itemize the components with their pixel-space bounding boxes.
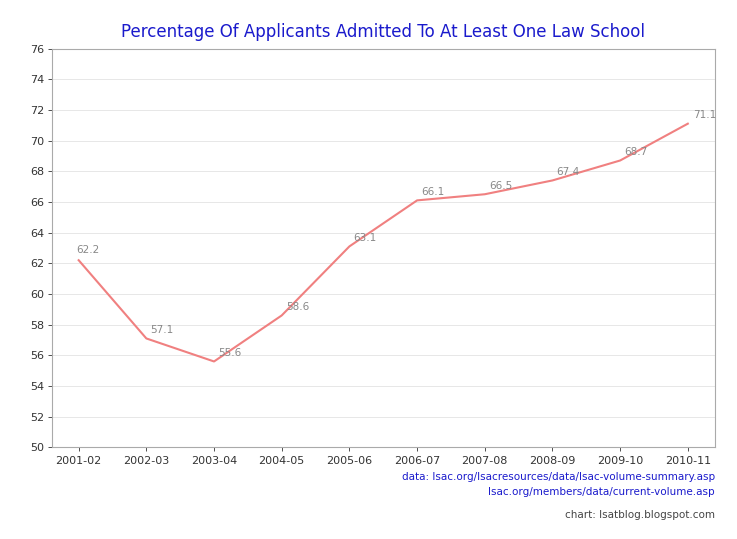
Text: data: lsac.org/lsacresources/data/lsac-volume-summary.asp: data: lsac.org/lsacresources/data/lsac-v… bbox=[402, 472, 715, 482]
Text: 57.1: 57.1 bbox=[150, 325, 174, 335]
Text: 63.1: 63.1 bbox=[354, 233, 377, 243]
Text: 66.1: 66.1 bbox=[422, 187, 444, 197]
Text: 62.2: 62.2 bbox=[76, 245, 99, 255]
Text: 58.6: 58.6 bbox=[286, 302, 309, 312]
Text: 66.5: 66.5 bbox=[489, 181, 512, 191]
Text: 68.7: 68.7 bbox=[624, 147, 648, 157]
Text: chart: lsatblog.blogspot.com: chart: lsatblog.blogspot.com bbox=[565, 510, 715, 520]
Text: 71.1: 71.1 bbox=[694, 110, 716, 120]
Text: lsac.org/members/data/current-volume.asp: lsac.org/members/data/current-volume.asp bbox=[489, 487, 715, 497]
Text: 55.6: 55.6 bbox=[218, 348, 242, 358]
Text: 67.4: 67.4 bbox=[556, 167, 580, 177]
Title: Percentage Of Applicants Admitted To At Least One Law School: Percentage Of Applicants Admitted To At … bbox=[122, 23, 645, 42]
